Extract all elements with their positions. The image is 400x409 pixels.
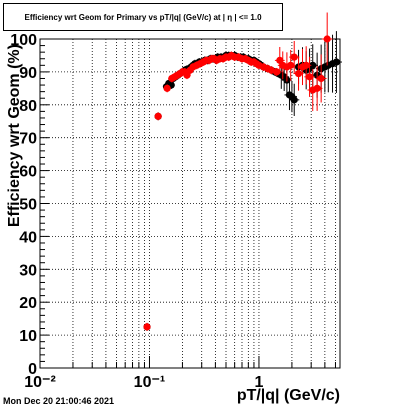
data-point-red <box>154 112 162 120</box>
y-tick-label: 50 <box>19 197 37 214</box>
data-point-red <box>287 61 295 69</box>
data-point-black <box>290 96 298 104</box>
y-tick-label: 60 <box>19 164 37 181</box>
x-tick-label: 1 <box>254 374 263 391</box>
data-point-black <box>309 61 317 69</box>
x-tick-label: 10⁻² <box>24 374 56 391</box>
y-tick-label: 10 <box>19 328 37 345</box>
y-tick-label: 90 <box>19 65 37 82</box>
chart-title-box: Efficiency wrt Geom for Primary vs pT/|q… <box>3 3 283 31</box>
data-point-red <box>305 73 314 81</box>
data-point-red <box>302 61 310 69</box>
y-tick-label: 100 <box>10 32 37 49</box>
y-tick-label: 30 <box>19 262 37 279</box>
x-axis-title: pT/|q| (GeV/c) <box>237 387 340 404</box>
data-point-black <box>332 58 341 66</box>
data-point-red <box>143 323 151 331</box>
data-point-red <box>163 84 171 92</box>
y-axis-title: Efficiency wrt Geom (%) <box>6 44 23 227</box>
data-point-red <box>323 35 331 43</box>
chart-title: Efficiency wrt Geom for Primary vs pT/|q… <box>24 12 262 22</box>
y-tick-label: 40 <box>19 229 37 246</box>
y-tick-label: 70 <box>19 131 37 148</box>
y-tick-label: 0 <box>28 361 37 378</box>
x-tick-label: 10⁻¹ <box>134 374 166 391</box>
y-tick-label: 20 <box>19 295 37 312</box>
data-point-red <box>294 69 303 78</box>
footer-timestamp: Mon Dec 20 21:00:46 2021 <box>3 396 115 406</box>
y-tick-label: 80 <box>19 98 37 115</box>
data-point-red <box>273 68 281 76</box>
data-point-red <box>317 74 325 83</box>
data-point-red <box>313 84 321 92</box>
data-point-red <box>290 53 298 61</box>
